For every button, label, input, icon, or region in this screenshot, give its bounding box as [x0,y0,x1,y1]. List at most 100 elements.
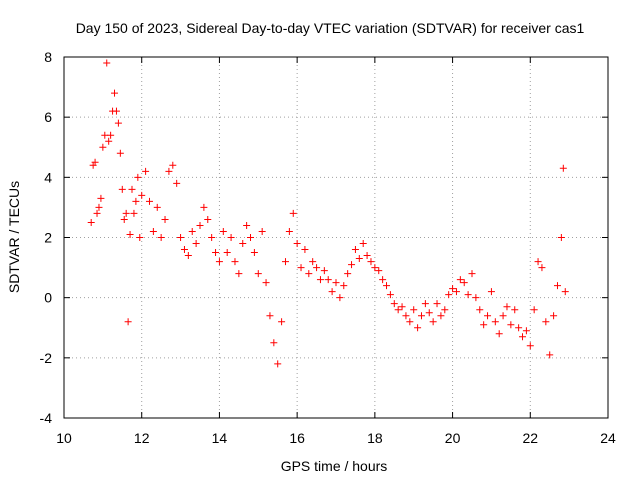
y-tick-label: 0 [44,290,52,306]
data-point-marker [297,264,305,272]
data-point-marker [114,119,122,127]
axis-ticks [63,56,609,419]
data-point-marker [130,209,138,217]
y-tick-label: 8 [44,49,52,65]
x-tick-label: 24 [600,430,616,446]
data-point-marker [515,324,523,332]
data-point-marker [429,318,437,326]
data-point-marker [128,185,136,193]
data-point-marker [120,215,128,223]
data-point-marker [484,312,492,320]
data-point-marker [398,303,406,311]
data-point-marker [243,221,251,229]
data-point-marker [421,300,429,308]
x-tick-label: 12 [134,430,150,446]
data-point-marker [336,294,344,302]
data-point-marker [266,312,274,320]
data-point-marker [402,312,410,320]
data-point-marker [472,294,480,302]
data-point-marker [274,360,282,368]
data-point-marker [464,291,472,299]
data-point-marker [417,312,425,320]
data-point-marker [379,276,387,284]
data-point-marker [406,318,414,326]
y-tick-label: 2 [44,230,52,246]
data-point-marker [231,258,239,266]
data-point-marker [270,339,278,347]
data-point-marker [161,215,169,223]
data-point-marker [180,246,188,254]
y-tick-label: 4 [44,169,52,185]
data-point-marker [460,279,468,287]
data-point-marker [530,306,538,314]
grid-lines [64,57,608,418]
data-point-marker [559,164,567,172]
data-point-marker [301,246,309,254]
data-point-marker [320,267,328,275]
data-point-marker [169,161,177,169]
data-point-marker [149,227,157,235]
data-point-marker [553,282,561,290]
data-point-marker [122,209,130,217]
data-point-marker [511,306,519,314]
data-point-marker [250,249,258,257]
data-point-marker [239,240,247,248]
data-point-marker [340,282,348,290]
data-point-marker [445,291,453,299]
y-axis-label: SDTVAR / TECUs [6,181,22,293]
data-point-marker [91,158,99,166]
data-point-marker [499,312,507,320]
data-point-marker [433,300,441,308]
data-point-marker [173,179,181,187]
data-point-marker [132,197,140,205]
data-point-marker [332,279,340,287]
data-point-marker [184,252,192,260]
data-point-marker [258,227,266,235]
x-tick-label: 10 [56,430,72,446]
y-tick-label: -2 [40,350,53,366]
data-point-marker [449,285,457,293]
data-point-marker [165,167,173,175]
data-point-marker [495,330,503,338]
data-point-marker [188,227,196,235]
data-point-marker [542,318,550,326]
data-point-marker [200,203,208,211]
data-point-marker [383,282,391,290]
data-point-marker [103,59,111,67]
data-point-marker [204,215,212,223]
data-point-marker [491,318,499,326]
data-point-marker [97,194,105,202]
data-point-marker [196,221,204,229]
x-tick-label: 14 [212,430,228,446]
data-point-marker [359,240,367,248]
data-point-marker [456,276,464,284]
data-point-marker [208,234,216,241]
data-point-marker [95,203,103,211]
data-point-marker [93,209,101,217]
data-point-marker [546,351,554,359]
data-point-marker [107,131,115,139]
data-point-marker [348,261,356,269]
data-point-marker [192,240,200,248]
data-point-marker [281,258,289,266]
data-point-marker [561,288,569,296]
chart-title: Day 150 of 2023, Sidereal Day-to-day VTE… [76,20,585,36]
data-point-marker [157,234,165,241]
data-point-marker [124,318,132,326]
x-tick-label: 20 [445,430,461,446]
data-point-marker [503,303,511,311]
data-point-marker [313,264,321,272]
data-point-marker [480,321,488,329]
data-point-marker [247,234,255,241]
data-point-marker [142,167,150,175]
data-point-marker [219,227,227,235]
data-point-marker [111,89,119,97]
data-point-marker [112,107,120,115]
data-point-marker [227,234,235,241]
data-point-marker [425,309,433,317]
data-point-marker [441,306,449,314]
data-point-marker [285,227,293,235]
data-point-marker [153,203,161,211]
